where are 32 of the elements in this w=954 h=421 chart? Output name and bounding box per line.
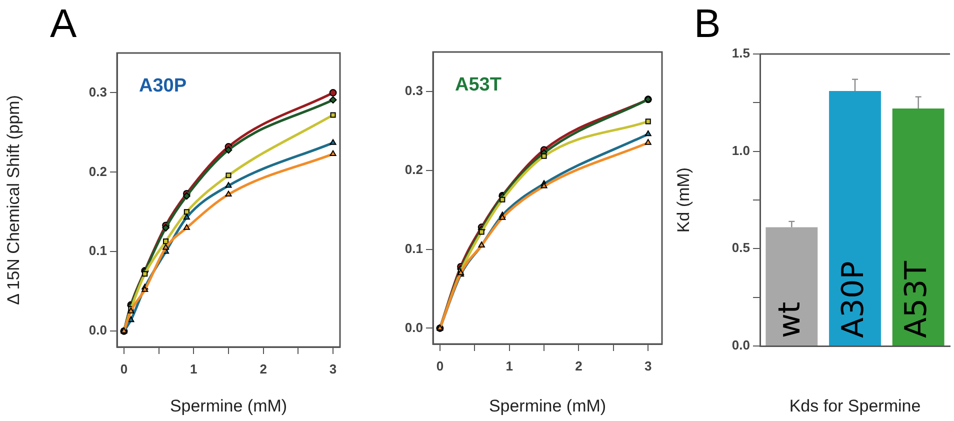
text: A30P bbox=[139, 76, 187, 97]
x-tick-label: 1 bbox=[190, 361, 198, 376]
y-tick-label: 0.2 bbox=[404, 162, 423, 177]
y-tick-label: 0.5 bbox=[732, 240, 750, 256]
y-tick-label: 0.3 bbox=[404, 83, 423, 98]
y-tick-label: 0.1 bbox=[404, 240, 423, 256]
x-tick-label: 2 bbox=[260, 361, 267, 376]
x-tick-label: 0 bbox=[120, 361, 128, 376]
x-axis-title: Spermine (mM) bbox=[488, 396, 606, 416]
x-tick-label: 2 bbox=[575, 358, 582, 374]
text: A bbox=[50, 2, 77, 47]
y-tick-label: 0.0 bbox=[732, 338, 750, 353]
x-axis-title: Spermine (mM) bbox=[170, 396, 288, 416]
text: A53T bbox=[455, 74, 502, 96]
y-axis-title: Δ 15N Chemical Shift (ppm) bbox=[4, 95, 23, 305]
x-tick-label: wt bbox=[772, 301, 808, 338]
y-axis-title: Kd (mM) bbox=[674, 167, 693, 233]
text: B bbox=[694, 2, 721, 47]
y-tick-label: 0.0 bbox=[404, 320, 423, 335]
x-axis-title: Kds for Spermine bbox=[789, 396, 921, 416]
y-tick-label: 1.0 bbox=[732, 142, 750, 158]
y-tick-label: 0.2 bbox=[88, 164, 107, 179]
y-tick-label: 1.5 bbox=[732, 46, 750, 61]
y-tick-label: 0.0 bbox=[88, 322, 107, 338]
x-tick-label: 1 bbox=[506, 358, 513, 374]
x-tick-label: A53T bbox=[899, 260, 934, 338]
y-tick-label: 0.1 bbox=[88, 243, 107, 258]
x-tick-label: 3 bbox=[329, 361, 337, 376]
y-tick-label: 0.3 bbox=[88, 84, 107, 100]
x-tick-label: A30P bbox=[836, 261, 871, 338]
x-tick-label: 0 bbox=[436, 358, 444, 374]
x-tick-label: 3 bbox=[644, 358, 652, 374]
